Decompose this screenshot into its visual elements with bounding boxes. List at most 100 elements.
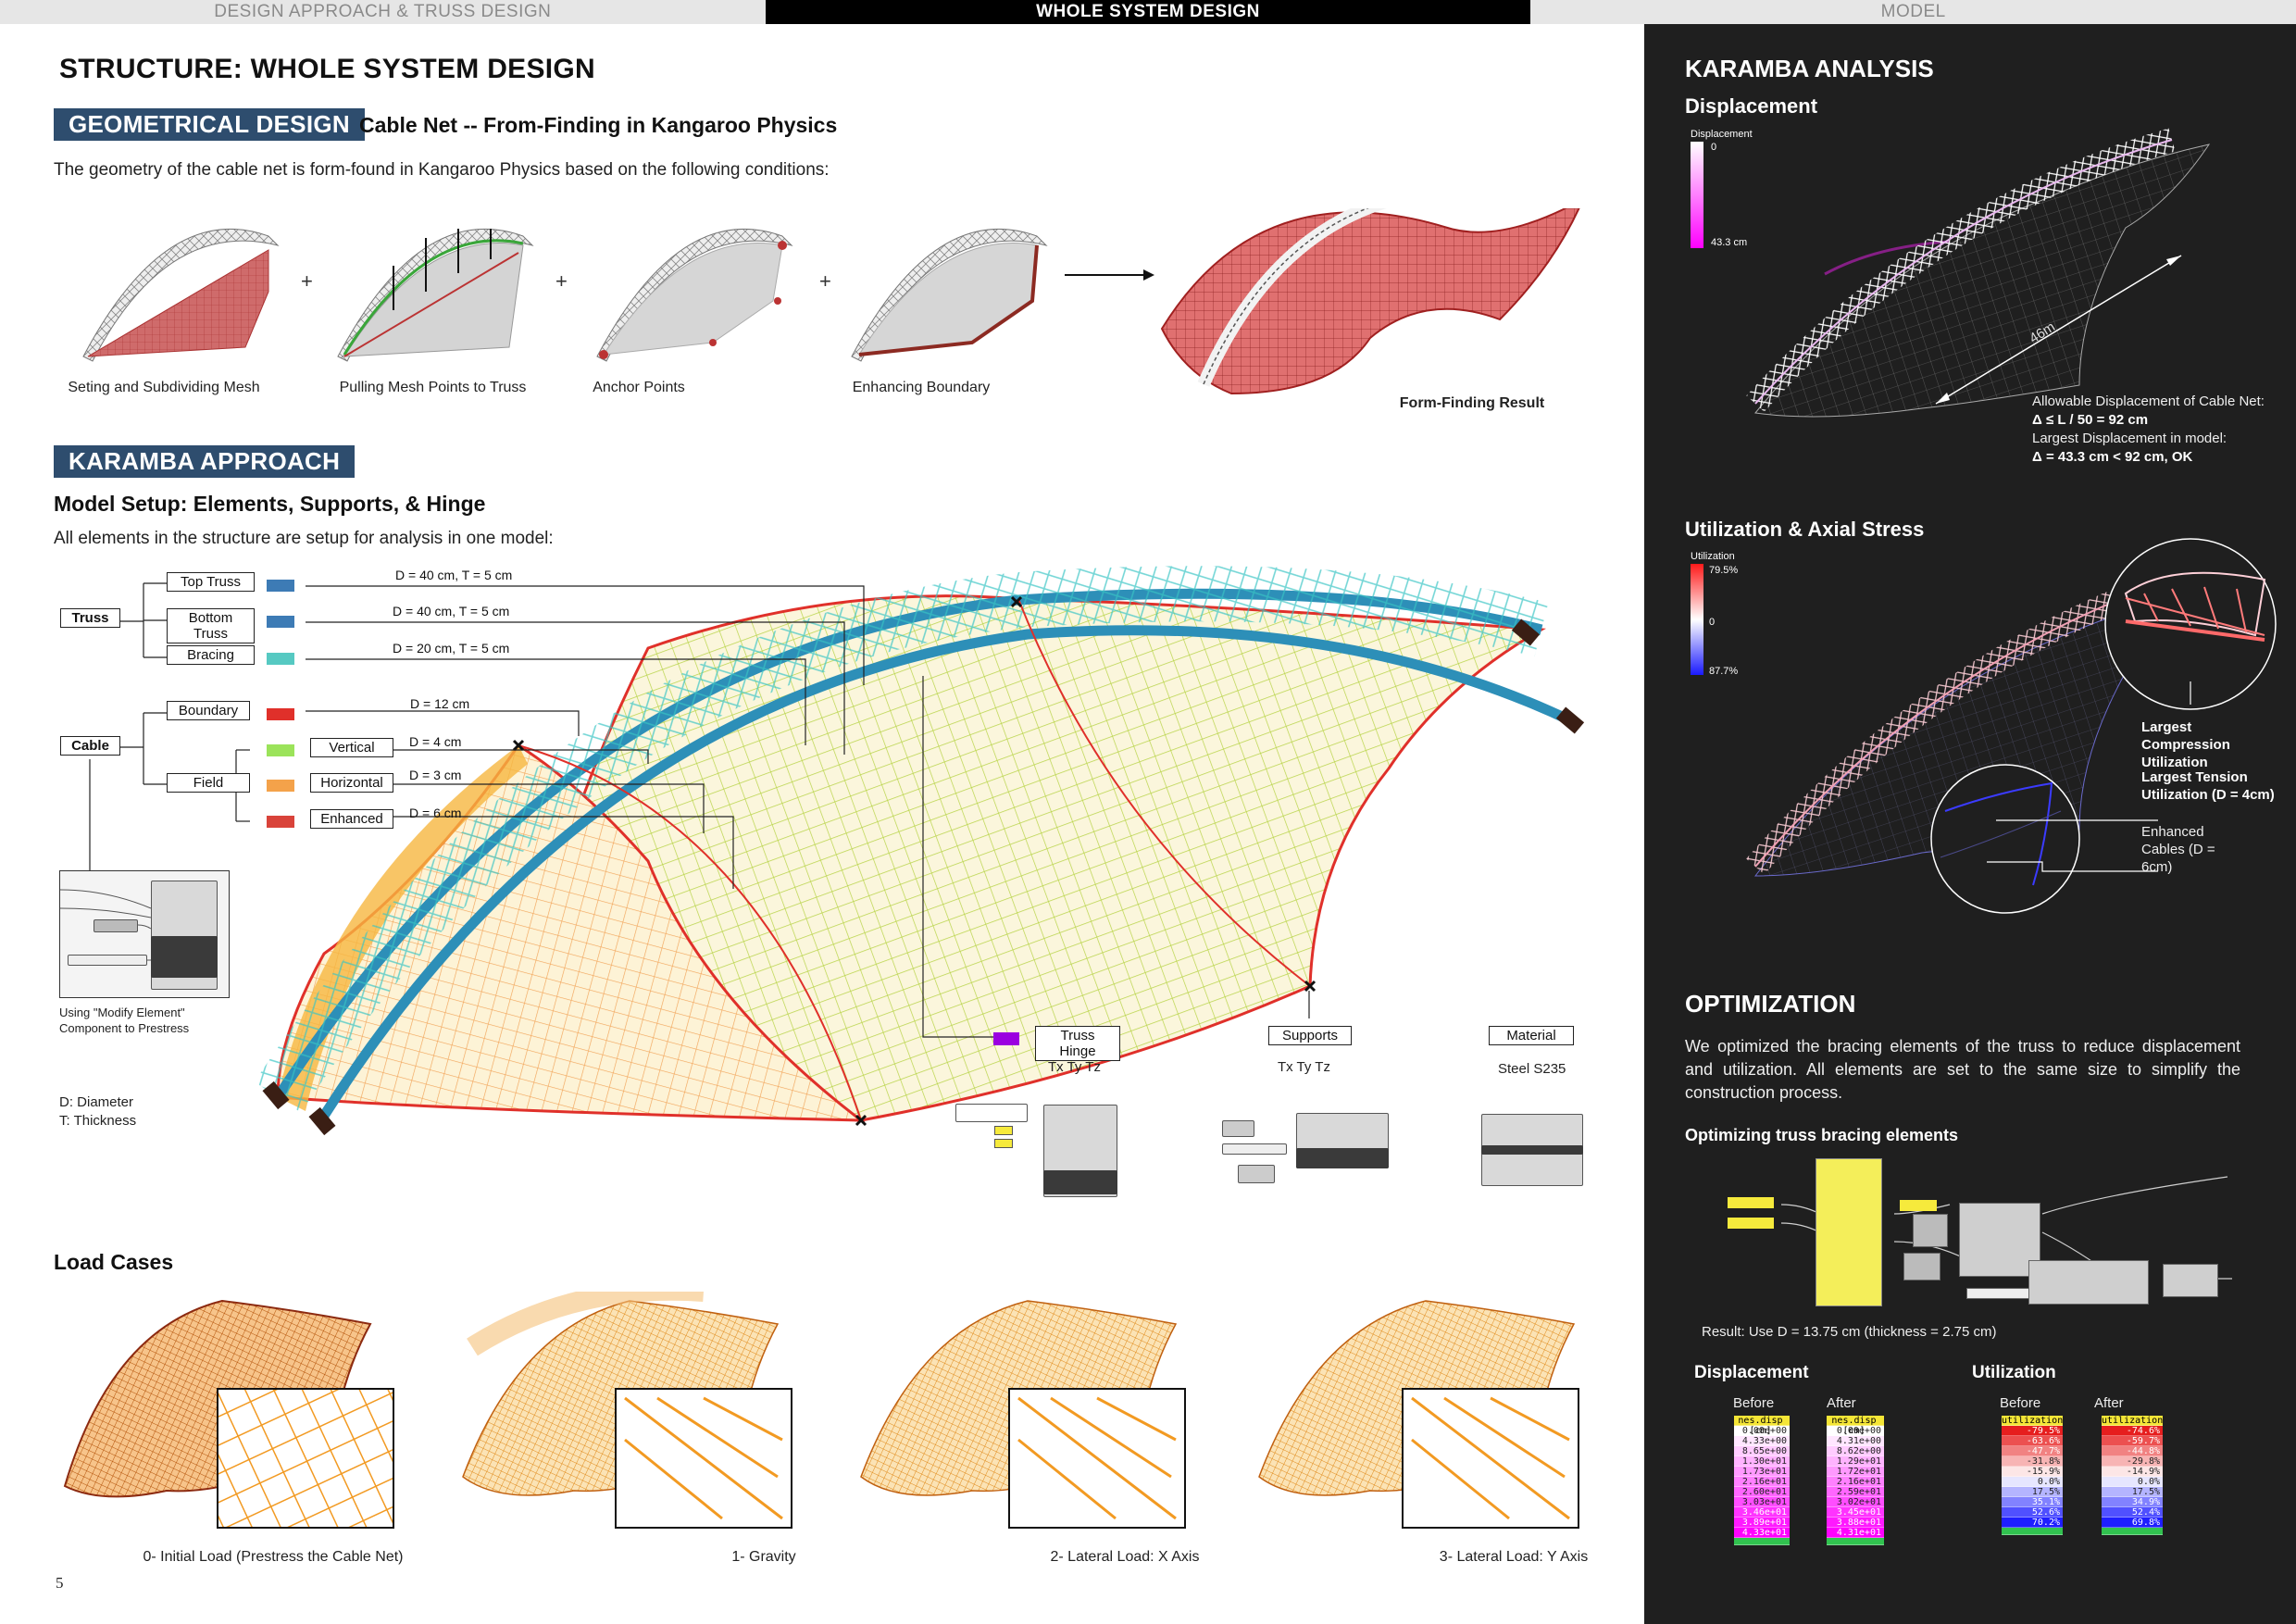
cable-node: Cable (60, 736, 120, 756)
displacement-note-2: Δ ≤ L / 50 = 92 cm (2032, 412, 2149, 428)
table-header: nes.disp [cm] (1827, 1416, 1884, 1436)
opt-util-after-label: After (2094, 1395, 2124, 1411)
enhanced-dim: D = 6 cm (409, 806, 462, 820)
optimization-result: Result: Use D = 13.75 cm (thickness = 2.… (1702, 1324, 1997, 1340)
table-cell: 0.00e+00 (1734, 1426, 1790, 1436)
horizontal-swatch (267, 780, 294, 792)
table-header: utilization (2102, 1416, 2164, 1426)
svg-text:+: + (555, 269, 568, 293)
opt-disp-after-label: After (1827, 1395, 1856, 1411)
table-cell: 3.88e+01 (1827, 1518, 1884, 1528)
table-cell: -15.9% (2002, 1467, 2063, 1477)
table-cell: 3.45e+01 (1827, 1507, 1884, 1518)
table-cell: 3.02e+01 (1827, 1497, 1884, 1507)
callout-largest-tension: Largest Tension Utilization (D = 4cm) (2141, 769, 2275, 803)
table-cell: -59.7% (2102, 1436, 2163, 1446)
table-cell: -74.6% (2102, 1426, 2163, 1436)
cross-bracing-panel (1966, 1288, 2031, 1299)
utilization-title: Utilization & Axial Stress (1685, 518, 1925, 541)
displacement-legend-bar (1691, 142, 1703, 248)
table-cell: 2.60e+01 (1734, 1487, 1790, 1497)
load-case-0-figure (63, 1299, 394, 1529)
legend-thickness: T: Thickness (59, 1113, 137, 1129)
table-cell: 8.65e+00 (1734, 1446, 1790, 1456)
allowed-cross-sections-panel (1816, 1158, 1882, 1306)
bracing-dim: D = 20 cm, T = 5 cm (393, 641, 510, 656)
load-case-0-caption: 0- Initial Load (Prestress the Cable Net… (143, 1549, 404, 1565)
number-slider (68, 955, 147, 966)
table-cell: 4.31e+00 (1827, 1436, 1884, 1446)
truss-hinge-dofs: Tx Ty Tz (1048, 1059, 1101, 1075)
table-cell: 0.0% (2102, 1477, 2163, 1487)
opt-disp-before-label: Before (1733, 1395, 1775, 1411)
table-cell: 3.89e+01 (1734, 1518, 1790, 1528)
truss-hinge-swatch (993, 1032, 1019, 1045)
table-cell: 1.29e+01 (1827, 1456, 1884, 1467)
horizontal-node: Horizontal (310, 773, 393, 793)
material-selection-dark (1481, 1145, 1583, 1155)
displacement-note-4: Δ = 43.3 cm < 92 cm, OK (2032, 449, 2193, 465)
table-cell: 8.62e+00 (1827, 1446, 1884, 1456)
form-finding-result-figure (1160, 208, 1580, 395)
output-node (2163, 1264, 2218, 1297)
step3-caption: Anchor Points (593, 380, 685, 395)
tab-model[interactable]: MODEL (1530, 0, 2296, 24)
evaluate-panel (1900, 1200, 1937, 1211)
table-footer (2102, 1528, 2163, 1535)
table-cell: 2.16e+01 (1827, 1477, 1884, 1487)
table-footer (1734, 1538, 1790, 1545)
displacement-legend-max: 43.3 cm (1711, 237, 1748, 248)
table-cell: 2.59e+01 (1827, 1487, 1884, 1497)
panel-node (955, 1104, 1028, 1122)
material-value: Steel S235 (1498, 1061, 1566, 1077)
model-setup-intro: All elements in the structure are setup … (54, 529, 554, 548)
support-component-screenshot (1217, 1102, 1393, 1194)
optimization-definition-screenshot (1728, 1158, 2246, 1330)
utilization-figure (1746, 538, 2277, 914)
load-case-2-caption: 2- Lateral Load: X Axis (1050, 1549, 1200, 1565)
table-cell: 52.4% (2102, 1507, 2163, 1518)
support-node-dark (1296, 1148, 1389, 1168)
displacement-title: Displacement (1685, 94, 1818, 118)
opt-util-before-label: Before (2000, 1395, 2041, 1411)
tab-design-approach[interactable]: DESIGN APPROACH & TRUSS DESIGN (0, 0, 766, 24)
top-truss-swatch (267, 580, 294, 592)
table-cell: 1.72e+01 (1827, 1467, 1884, 1477)
table-cell: 3.46e+01 (1734, 1507, 1790, 1518)
table-cell: 1.73e+01 (1734, 1467, 1790, 1477)
table-cell: -14.9% (2102, 1467, 2163, 1477)
boundary-swatch (267, 708, 294, 720)
table-cell: 4.33e+00 (1734, 1436, 1790, 1446)
karamba-approach-badge: KARAMBA APPROACH (54, 445, 356, 478)
list-param (1222, 1143, 1287, 1155)
utilization-legend-title: Utilization (1691, 551, 1735, 562)
boundary-node: Boundary (167, 701, 250, 720)
opt-displacement-title: Displacement (1694, 1363, 1809, 1382)
expression-node (1913, 1214, 1948, 1247)
tab-whole-system-design[interactable]: WHOLE SYSTEM DESIGN (765, 0, 1531, 24)
table-footer (2002, 1528, 2063, 1535)
toggle-2 (994, 1139, 1013, 1148)
table-cell: -79.5% (2002, 1426, 2063, 1436)
enhanced-node: Enhanced (310, 809, 393, 829)
top-truss-dim: D = 40 cm, T = 5 cm (395, 568, 513, 582)
page-number: 5 (56, 1574, 64, 1592)
modify-element-caption: Using "Modify Element" Component to Pres… (59, 1006, 190, 1035)
bottom-truss-swatch (267, 616, 294, 628)
step2-figure (337, 228, 534, 362)
number-of-points-panel (1728, 1218, 1774, 1229)
vertical-dim: D = 4 cm (409, 734, 462, 749)
load-case-3-figure (1258, 1300, 1579, 1529)
supports-dofs: Tx Ty Tz (1278, 1059, 1330, 1075)
table-cell: 35.1% (2002, 1497, 2063, 1507)
karamba-analysis-heading: KARAMBA ANALYSIS (1685, 55, 1934, 82)
optimization-text: We optimized the bracing elements of the… (1685, 1037, 2240, 1102)
form-finding-steps-illustration: + + + (82, 208, 1580, 395)
hinge-component-screenshot (954, 1091, 1120, 1200)
modify-element-screenshot (59, 870, 230, 998)
karamba-analysis-panel: KARAMBA ANALYSIS Displacement Displaceme… (1644, 24, 2296, 1624)
util-after-table: utilization -74.6% -59.7% -44.8% -29.8% -14.9… (2102, 1416, 2163, 1535)
table-cell: 52.6% (2002, 1507, 2063, 1518)
utilization-legend-bar (1691, 564, 1703, 675)
opt-utilization-title: Utilization (1972, 1363, 2056, 1382)
